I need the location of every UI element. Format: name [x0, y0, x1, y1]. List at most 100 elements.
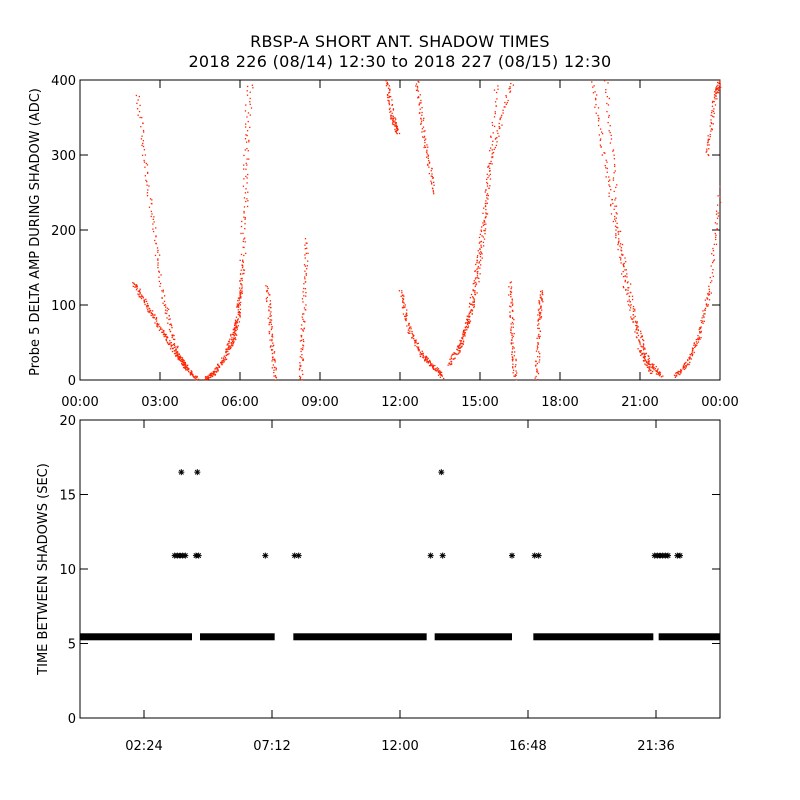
- delta-amp-point: [612, 150, 614, 152]
- delta-amp-y-tick-label: 200: [51, 224, 76, 239]
- delta-amp-point: [608, 97, 610, 100]
- delta-amp-point: [511, 356, 513, 358]
- delta-amp-point: [155, 320, 158, 322]
- delta-amp-point: [138, 290, 141, 293]
- delta-amp-point: [385, 80, 387, 82]
- delta-amp-x-tick-label: 00:00: [701, 395, 738, 410]
- delta-amp-point: [267, 317, 269, 319]
- delta-amp-point: [187, 368, 190, 371]
- delta-amp-point: [614, 220, 617, 222]
- delta-amp-point: [539, 313, 542, 315]
- shadow-interval-band: [80, 633, 192, 641]
- delta-amp-point: [626, 273, 628, 275]
- delta-amp-point: [511, 358, 513, 361]
- delta-amp-point: [480, 230, 483, 233]
- delta-amp-point: [610, 213, 613, 215]
- delta-amp-point: [166, 310, 168, 312]
- delta-amp-point: [497, 85, 499, 87]
- delta-amp-point: [637, 326, 639, 328]
- delta-amp-point: [234, 334, 236, 336]
- delta-amp-point: [510, 82, 512, 85]
- delta-amp-point: [657, 368, 659, 370]
- delta-amp-point: [510, 329, 512, 332]
- delta-amp-point: [229, 347, 231, 349]
- delta-amp-point: [246, 130, 249, 132]
- delta-amp-point: [427, 155, 429, 157]
- delta-amp-point: [460, 340, 462, 342]
- delta-amp-series: [673, 185, 722, 378]
- delta-amp-point: [631, 295, 634, 297]
- delta-amp-point: [144, 175, 147, 177]
- delta-amp-point: [423, 130, 425, 133]
- delta-amp-point: [419, 102, 421, 104]
- delta-amp-point: [240, 293, 242, 295]
- delta-amp-point: [512, 323, 514, 325]
- shadow-gap-point: [509, 552, 515, 559]
- delta-amp-point: [479, 267, 481, 269]
- delta-amp-point: [240, 253, 243, 256]
- delta-amp-point: [268, 331, 270, 333]
- delta-amp-point: [415, 341, 417, 343]
- delta-amp-point: [511, 366, 514, 368]
- delta-amp-point: [685, 366, 687, 368]
- delta-amp-point: [431, 175, 433, 178]
- delta-amp-point: [491, 153, 493, 155]
- delta-amp-point: [162, 333, 165, 336]
- delta-amp-point: [709, 133, 711, 136]
- delta-amp-point: [395, 125, 397, 127]
- delta-amp-point: [171, 334, 173, 336]
- delta-amp-point: [623, 262, 625, 265]
- delta-amp-point: [475, 284, 477, 286]
- delta-amp-point: [410, 328, 412, 330]
- delta-amp-point: [714, 232, 716, 235]
- delta-amp-point: [392, 123, 394, 126]
- delta-amp-point: [195, 379, 198, 381]
- delta-amp-point: [482, 245, 485, 247]
- delta-amp-point: [271, 367, 273, 369]
- delta-amp-point: [613, 154, 615, 156]
- delta-amp-point: [491, 156, 493, 159]
- delta-amp-point: [491, 163, 493, 165]
- delta-amp-point: [484, 221, 486, 223]
- delta-amp-point: [211, 374, 213, 376]
- delta-amp-point: [235, 334, 238, 336]
- delta-amp-point: [468, 318, 470, 321]
- delta-amp-point: [476, 255, 479, 257]
- delta-amp-point: [305, 309, 307, 311]
- delta-amp-point: [474, 294, 477, 296]
- delta-amp-point: [537, 314, 539, 316]
- delta-amp-point: [466, 323, 469, 326]
- delta-amp-point: [648, 370, 650, 372]
- delta-amp-point: [716, 228, 718, 231]
- delta-amp-point: [228, 345, 230, 348]
- delta-amp-point: [651, 370, 654, 373]
- delta-amp-point: [510, 293, 512, 295]
- delta-amp-point: [158, 271, 160, 273]
- delta-amp-point: [512, 310, 514, 312]
- delta-amp-point: [235, 316, 238, 318]
- delta-amp-point: [510, 306, 512, 308]
- delta-amp-point: [430, 182, 433, 184]
- delta-amp-point: [243, 254, 245, 257]
- delta-amp-point: [464, 335, 466, 337]
- shadow-gap-point: [178, 469, 185, 476]
- delta-amp-point: [229, 342, 231, 344]
- delta-amp-point: [406, 325, 408, 327]
- delta-amp-point: [495, 137, 497, 139]
- delta-amp-point: [138, 95, 140, 98]
- delta-amp-point: [511, 299, 513, 301]
- delta-amp-point: [539, 330, 542, 332]
- delta-amp-point: [424, 360, 426, 362]
- delta-amp-point: [241, 292, 243, 295]
- delta-amp-point: [416, 342, 418, 345]
- delta-amp-point: [239, 289, 242, 291]
- delta-amp-point: [152, 218, 154, 220]
- delta-amp-point: [155, 227, 157, 229]
- delta-amp-point: [615, 234, 617, 237]
- delta-amp-point: [433, 368, 435, 370]
- delta-amp-point: [491, 156, 493, 158]
- delta-amp-point: [237, 305, 240, 307]
- delta-amp-point: [268, 294, 270, 296]
- delta-amp-point: [170, 344, 172, 347]
- delta-amp-point: [301, 324, 303, 326]
